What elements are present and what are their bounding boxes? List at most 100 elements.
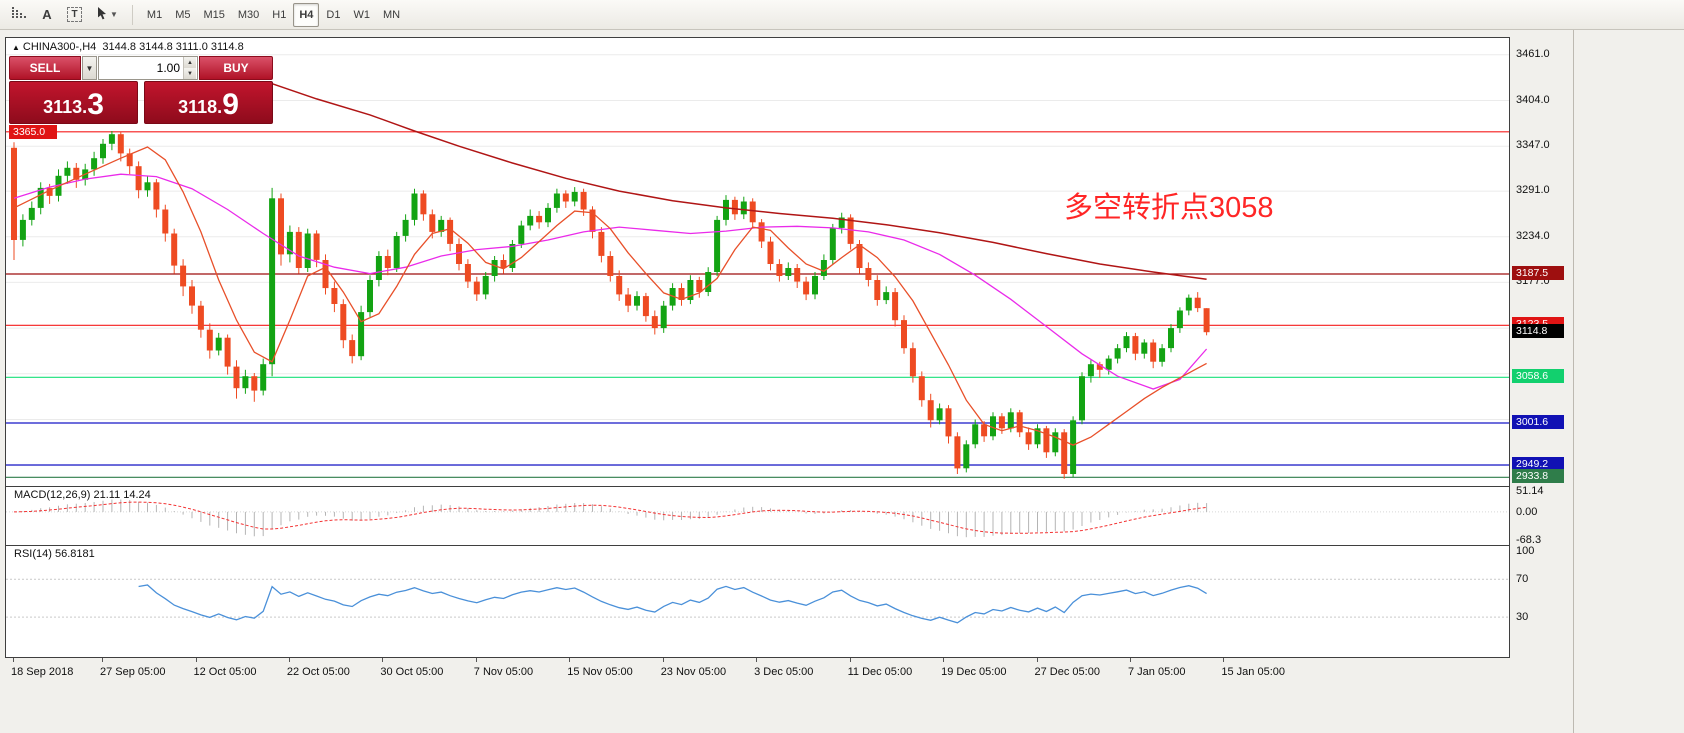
ma-mid-line — [13, 173, 1208, 390]
rsi-tick-label: 30 — [1516, 611, 1529, 624]
time-tick — [102, 658, 103, 662]
time-tick-label: 11 Dec 05:00 — [847, 666, 913, 678]
one-click-trading-panel: SELL ▼ ▲ ▼ BUY 3113.3 3118.9 — [9, 56, 273, 124]
timeframe-h1-button[interactable]: H1 — [266, 3, 292, 27]
time-tick — [195, 658, 197, 662]
macd-signal-line — [13, 501, 1207, 534]
macd-histogram — [22, 499, 1208, 538]
chart-ohlc-values: 3144.8 3144.8 3111.0 3114.8 — [102, 41, 244, 53]
price-level-badge: 3187.5 — [1512, 266, 1564, 281]
main-chart-panel[interactable]: ▲ CHINA300-,H4 3144.8 3144.8 3111.0 3114.… — [5, 37, 1510, 487]
time-tick-label: 27 Sep 05:00 — [100, 666, 166, 678]
chart-annotation-text: 多空转折点3058 — [1064, 192, 1274, 224]
rsi-indicator-panel[interactable]: RSI(14) 56.8181 — [5, 545, 1510, 658]
time-tick — [943, 658, 945, 662]
time-tick — [13, 658, 14, 662]
volume-dropdown-button[interactable]: ▼ — [82, 56, 97, 80]
macd-tick-label: -68.3 — [1516, 534, 1542, 547]
sell-price-display[interactable]: 3113. 3 — [9, 81, 138, 124]
buy-button[interactable]: BUY — [199, 56, 273, 80]
rsi-chart-canvas — [6, 578, 1509, 624]
time-tick-label: 22 Oct 05:00 — [286, 666, 350, 678]
time-tick — [662, 658, 664, 662]
time-tick-label: 23 Nov 05:00 — [660, 666, 727, 678]
font-icon: A — [42, 7, 52, 22]
rsi-line — [138, 584, 1207, 624]
time-tick — [849, 658, 851, 662]
price-level-badge: 2933.8 — [1512, 469, 1564, 484]
market-depth-icon — [11, 6, 27, 23]
volume-decrease-button[interactable]: ▼ — [184, 68, 196, 79]
price-tick-label: 3347.0 — [1516, 139, 1550, 152]
time-axis[interactable]: 18 Sep 2018 27 Sep 05:00 12 Oct 05:00 22 Oc… — [5, 657, 1510, 688]
toolbar-separator — [131, 4, 133, 25]
rsi-level-lines — [6, 578, 1509, 618]
macd-label: MACD(12,26,9) 21.11 14.24 — [14, 489, 151, 501]
time-tick-label: 15 Nov 05:00 — [567, 666, 633, 678]
macd-tick-label: 0.00 — [1516, 505, 1538, 518]
rsi-tick-label: 70 — [1516, 573, 1529, 586]
cursor-icon — [96, 6, 108, 23]
price-tick-label: 3291.0 — [1516, 184, 1550, 197]
ma-slow-line — [271, 82, 1207, 280]
chart-symbol-label: CHINA300-,H4 — [22, 41, 97, 53]
timeframe-h4-button[interactable]: H4 — [293, 2, 320, 27]
text-label-icon: T — [67, 7, 82, 22]
timeframe-d1-button[interactable]: D1 — [320, 3, 346, 27]
time-tick-label: 18 Sep 2018 — [11, 666, 74, 678]
time-tick-label: 7 Jan 05:00 — [1128, 666, 1186, 678]
price-level-badge: 2949.2 — [1512, 457, 1564, 471]
chevron-down-icon: ▼ — [110, 10, 118, 19]
timeframe-m15-button[interactable]: M15 — [197, 3, 230, 27]
chart-header: ▲ CHINA300-,H4 3144.8 3144.8 3111.0 3114.… — [12, 41, 244, 53]
price-axis[interactable]: 3461.0 3404.0 3347.0 3291.0 3234.0 3177.0 3187… — [1511, 0, 1573, 733]
font-button[interactable]: A — [35, 3, 59, 27]
cursor-tool-button[interactable]: ▼ — [90, 3, 124, 27]
sell-button[interactable]: SELL — [9, 56, 81, 80]
price-level-badge: 3058.6 — [1512, 369, 1564, 384]
time-tick — [569, 658, 571, 662]
top-toolbar: A T ▼ M1 M5 M15 M30 H1 H4 D1 W1 MN — [0, 0, 1684, 30]
rsi-label: RSI(14) 56.8181 — [14, 548, 95, 560]
time-tick — [288, 658, 290, 662]
time-tick-label: 3 Dec 05:00 — [754, 666, 814, 678]
rsi-tick-label: 100 — [1516, 544, 1535, 557]
timeframe-group: M1 M5 M15 M30 H1 H4 D1 W1 MN — [141, 2, 406, 27]
text-label-button[interactable]: T — [61, 3, 88, 27]
time-tick — [1223, 658, 1225, 662]
market-depth-button[interactable] — [5, 3, 33, 27]
time-tick-label: 19 Dec 05:00 — [941, 666, 1007, 678]
price-level-badge: 3365.0 — [9, 124, 57, 139]
chevron-down-icon: ▼ — [85, 63, 94, 73]
time-tick-label: 7 Nov 05:00 — [473, 666, 534, 678]
timeframe-m5-button[interactable]: M5 — [169, 3, 196, 27]
time-tick — [1036, 658, 1038, 662]
price-tick-label: 3234.0 — [1516, 229, 1550, 242]
volume-input[interactable] — [99, 57, 183, 79]
buy-price-display[interactable]: 3118. 9 — [144, 81, 273, 124]
timeframe-w1-button[interactable]: W1 — [347, 3, 376, 27]
macd-tick-label: 51.14 — [1516, 484, 1544, 497]
macd-indicator-panel[interactable]: MACD(12,26,9) 21.11 14.24 — [5, 486, 1510, 546]
ma-fast-line — [13, 146, 1207, 446]
time-tick — [382, 658, 384, 662]
time-tick — [475, 658, 477, 662]
timeframe-m1-button[interactable]: M1 — [141, 3, 168, 27]
time-tick — [756, 658, 758, 662]
time-tick-label: 12 Oct 05:00 — [193, 666, 257, 678]
volume-increase-button[interactable]: ▲ — [184, 57, 196, 68]
candles — [11, 131, 1210, 479]
right-gutter — [1573, 30, 1684, 733]
timeframe-m30-button[interactable]: M30 — [232, 3, 265, 27]
time-tick-label: 30 Oct 05:00 — [380, 666, 444, 678]
volume-field: ▲ ▼ — [98, 56, 198, 80]
candlestick-chart-canvas[interactable] — [6, 38, 1509, 486]
timeframe-mn-button[interactable]: MN — [377, 3, 406, 27]
horizontal-level-lines — [6, 131, 1509, 478]
macd-chart-canvas — [6, 499, 1509, 538]
price-tick-label: 3461.0 — [1516, 47, 1550, 60]
current-price-badge: 3114.8 — [1512, 324, 1564, 339]
collapse-icon[interactable]: ▲ — [12, 43, 20, 52]
time-tick-label: 27 Dec 05:00 — [1034, 666, 1100, 678]
time-tick — [1130, 658, 1131, 662]
